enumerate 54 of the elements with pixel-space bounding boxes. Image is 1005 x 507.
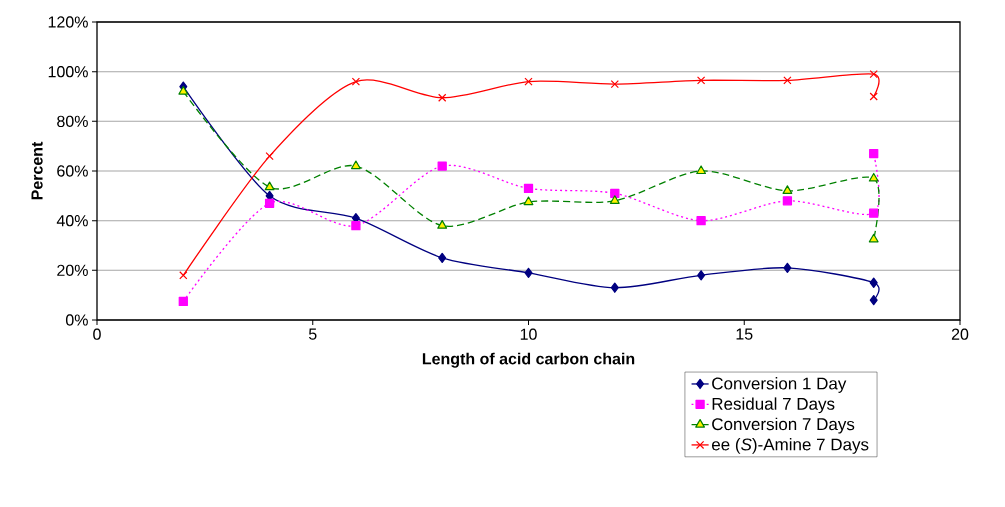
point bbox=[868, 172, 879, 182]
point bbox=[438, 252, 447, 264]
point bbox=[524, 77, 533, 86]
point bbox=[783, 262, 792, 273]
point bbox=[437, 220, 448, 229]
point bbox=[523, 183, 534, 194]
y-axis-title: Percent bbox=[31, 141, 43, 200]
point bbox=[783, 76, 792, 85]
point bbox=[178, 296, 188, 307]
point bbox=[782, 196, 793, 206]
point bbox=[869, 294, 878, 306]
point bbox=[869, 92, 878, 101]
point bbox=[782, 185, 793, 194]
x-axis-title: Length of acid carbon chain bbox=[422, 352, 635, 368]
point bbox=[869, 208, 879, 218]
point bbox=[351, 77, 361, 86]
point bbox=[869, 70, 878, 79]
legend-label: Residual 7 Days bbox=[712, 397, 835, 414]
y-tick-label: 120% bbox=[48, 16, 88, 28]
point bbox=[438, 93, 447, 102]
point bbox=[350, 160, 361, 170]
point bbox=[179, 271, 188, 280]
x-tick-label: 0 bbox=[93, 328, 101, 340]
point bbox=[610, 282, 619, 293]
y-tick-label: 80% bbox=[57, 115, 88, 127]
point bbox=[523, 196, 534, 206]
legend-label: ee (S)-Amine 7 Days bbox=[712, 438, 869, 454]
legend-label: Conversion 7 Days bbox=[712, 417, 855, 434]
x-tick-label: 10 bbox=[520, 328, 537, 340]
x-tick-label: 15 bbox=[736, 328, 753, 340]
point bbox=[524, 267, 533, 278]
point bbox=[696, 216, 706, 226]
y-tick-label: 40% bbox=[56, 215, 88, 227]
point bbox=[869, 148, 879, 159]
point bbox=[264, 181, 275, 191]
y-tick-label: 60% bbox=[57, 165, 88, 177]
point bbox=[697, 270, 706, 281]
point bbox=[178, 85, 189, 95]
y-tick-label: 100% bbox=[48, 66, 88, 78]
point bbox=[609, 195, 620, 204]
point bbox=[868, 233, 879, 243]
point bbox=[696, 76, 706, 85]
x-tick-label: 20 bbox=[951, 328, 969, 340]
point bbox=[351, 220, 361, 231]
point bbox=[264, 198, 275, 208]
legend-label: Conversion 1 Day bbox=[712, 377, 847, 393]
point bbox=[437, 161, 447, 171]
x-tick-label: 5 bbox=[308, 328, 317, 340]
point bbox=[265, 151, 274, 161]
point bbox=[610, 79, 619, 89]
point bbox=[696, 165, 707, 175]
point bbox=[869, 277, 878, 288]
y-tick-label: 0% bbox=[65, 314, 88, 326]
y-tick-label: 20% bbox=[57, 264, 88, 276]
